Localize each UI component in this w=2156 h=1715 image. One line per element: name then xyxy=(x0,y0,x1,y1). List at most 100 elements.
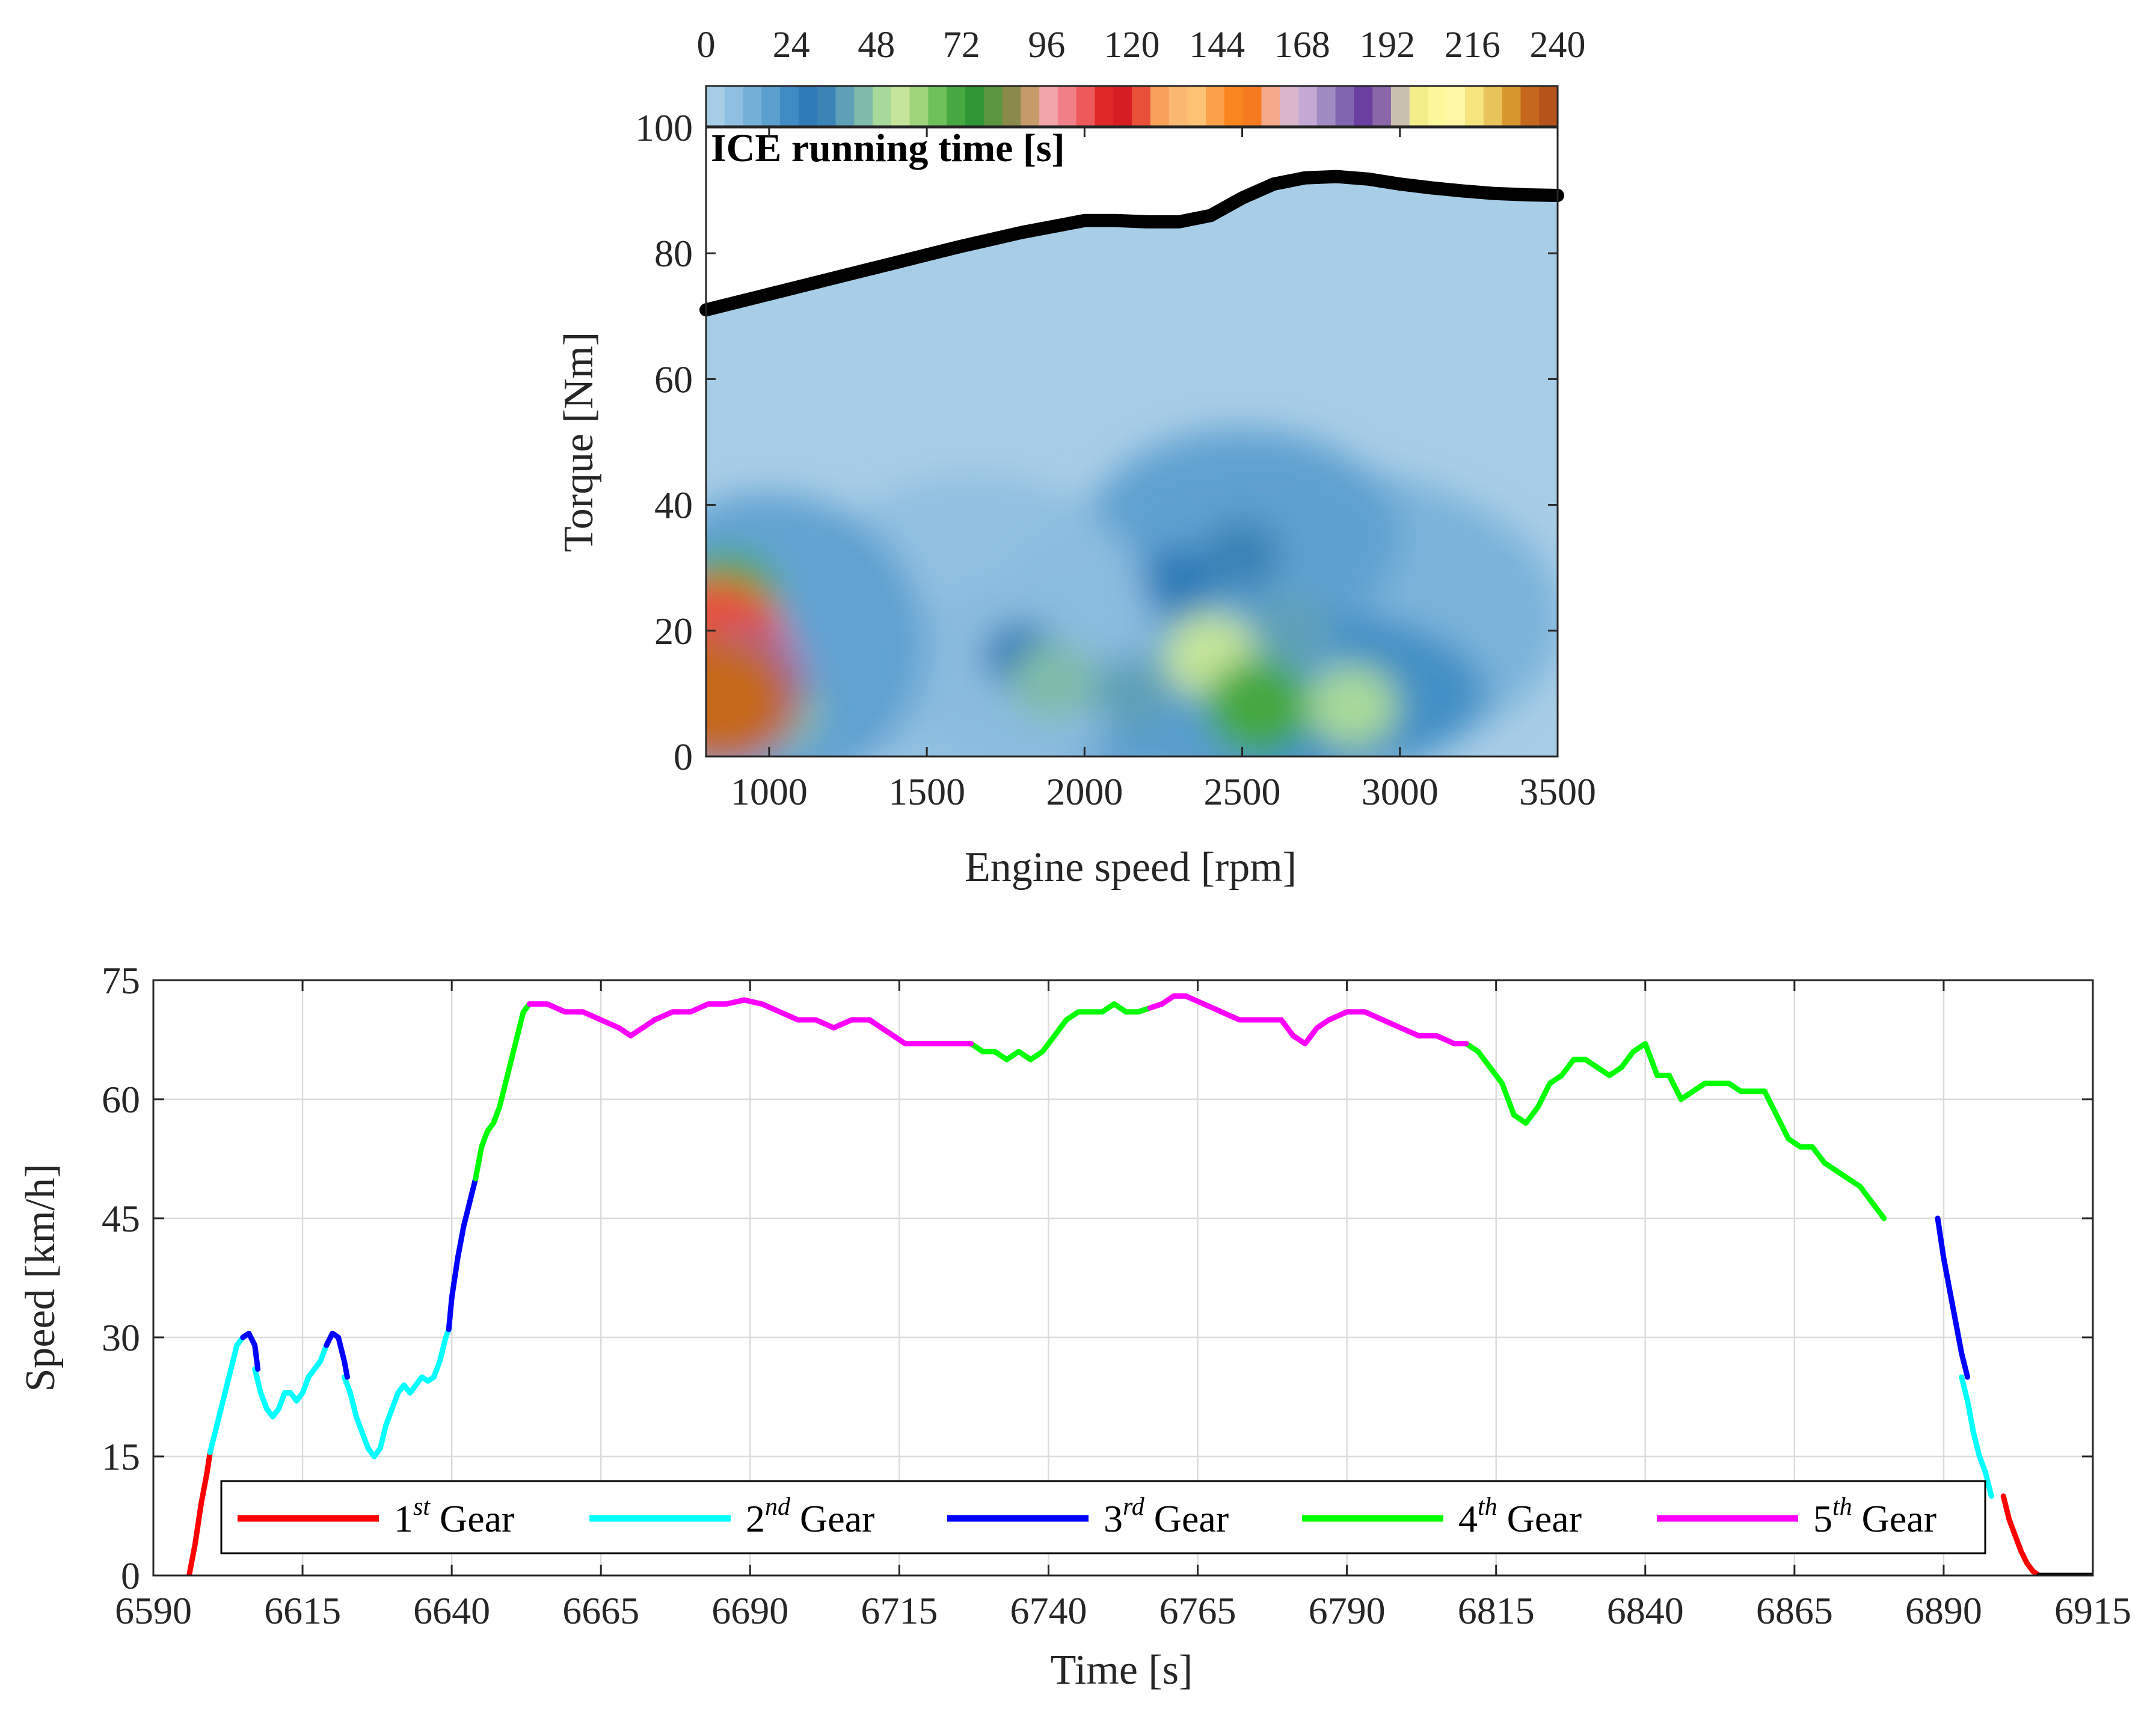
speed-x-tick-label: 6790 xyxy=(1309,1589,1386,1632)
legend-entry-label: 5th Gear xyxy=(1813,1493,1936,1540)
speed-x-tick-label: 6740 xyxy=(1010,1589,1087,1632)
colorbar-swatch xyxy=(1039,86,1058,126)
colorbar-swatch xyxy=(1076,86,1096,126)
speed-x-tick-label: 6890 xyxy=(1905,1589,1982,1632)
colorbar-swatch xyxy=(1446,86,1466,126)
colorbar-swatch xyxy=(724,86,744,126)
speed-y-tick-label: 75 xyxy=(102,959,140,1002)
colorbar-ticks: 0 24 48 72 96 120 144 168 192 216 240 xyxy=(697,25,1586,66)
heatmap-x-ticks: 1000 1500 2000 2500 3000 3500 xyxy=(731,127,1596,813)
speed-series-segment xyxy=(1935,1215,1971,1380)
colorbar-border xyxy=(705,85,1559,127)
heatmap-x-tick-label: 1500 xyxy=(888,770,965,813)
colorbar-tick-label: 96 xyxy=(1028,25,1065,66)
colorbar-swatch xyxy=(780,86,799,126)
speed-series-segment xyxy=(2000,1493,2042,1575)
heatmap-hotspot xyxy=(706,636,792,756)
speed-series-segment xyxy=(324,1330,350,1380)
speed-y-tick-label: 45 xyxy=(102,1197,140,1240)
heatmap-y-tick-label: 40 xyxy=(654,484,693,527)
colorbar-swatch xyxy=(817,86,837,126)
legend-entry-label: 3rd Gear xyxy=(1104,1493,1229,1540)
speed-series-segment xyxy=(342,1327,452,1459)
colorbar-swatch xyxy=(1150,86,1170,126)
speed-y-ticks: 0 15 30 45 60 75 xyxy=(102,959,2093,1597)
heatmap-y-tick-label: 100 xyxy=(635,106,693,149)
colorbar-swatch xyxy=(798,86,818,126)
speed-x-tick-label: 6665 xyxy=(562,1589,639,1632)
speed-x-tick-label: 6640 xyxy=(413,1589,490,1632)
colorbar-tick-label: 0 xyxy=(697,25,716,66)
heatmap-axes-box xyxy=(705,126,1559,758)
colorbar-tick-label: 240 xyxy=(1530,25,1586,66)
speed-series-segment xyxy=(1959,1374,1994,1499)
speed-x-ticks: 6590 6615 6640 6665 6690 6715 6740 6765 6790 6815… xyxy=(115,980,2131,1632)
speed-panel: 6590 6615 6640 6665 6690 6715 6740 6765 6790 6815… xyxy=(17,959,2131,1693)
colorbar-swatch xyxy=(928,86,947,126)
speed-x-tick-label: 6840 xyxy=(1607,1589,1684,1632)
speed-y-tick-label: 0 xyxy=(121,1554,140,1597)
colorbar-swatch xyxy=(1095,86,1114,126)
colorbar-swatch xyxy=(891,86,911,126)
colorbar-tick-label: 144 xyxy=(1189,25,1245,66)
speed-series xyxy=(186,993,2093,1575)
heatmap-hotspots xyxy=(706,428,1558,756)
colorbar-swatch xyxy=(1409,86,1429,126)
colorbar-swatch xyxy=(1428,86,1447,126)
heatmap-field xyxy=(706,127,1558,756)
speed-x-tick-label: 6590 xyxy=(115,1589,192,1632)
colorbar-swatch xyxy=(1372,86,1392,126)
heatmap-x-tick-label: 3500 xyxy=(1519,770,1596,813)
colorbar-swatch xyxy=(1113,86,1132,126)
colorbar xyxy=(705,85,1559,127)
legend-entry-label: 2nd Gear xyxy=(746,1493,874,1540)
colorbar-swatch xyxy=(1224,86,1244,126)
heatmap-x-tick-label: 2500 xyxy=(1204,770,1281,813)
legend-entry-label: 4th Gear xyxy=(1458,1493,1582,1540)
speed-x-label: Time [s] xyxy=(1051,1647,1193,1693)
max-torque-curve xyxy=(699,170,1564,317)
speed-y-tick-label: 60 xyxy=(102,1078,140,1121)
colorbar-tick-label: 72 xyxy=(943,25,980,66)
colorbar-swatch xyxy=(835,86,855,126)
colorbar-tick-label: 24 xyxy=(773,25,810,66)
speed-series-segment xyxy=(252,1342,330,1420)
colorbar-swatch xyxy=(706,86,725,126)
gear-legend: 1st Gear 2nd Gear 3rd Gear 4th Gear 5th Gear xyxy=(220,1480,1986,1554)
heatmap-hotspot xyxy=(1090,656,1173,731)
colorbar-swatch xyxy=(965,86,984,126)
heatmap-x-label: Engine speed [rpm] xyxy=(965,844,1297,891)
colorbar-swatch xyxy=(873,86,892,126)
speed-axes-box xyxy=(152,979,2094,1577)
colorbar-tick-label: 168 xyxy=(1274,25,1330,66)
speed-x-tick-label: 6815 xyxy=(1458,1589,1535,1632)
colorbar-swatch xyxy=(1539,86,1558,126)
colorbar-swatch xyxy=(1502,86,1522,126)
speed-x-tick-label: 6915 xyxy=(2054,1589,2131,1632)
colorbar-swatch xyxy=(1298,86,1318,126)
colorbar-swatch xyxy=(854,86,873,126)
heatmap-hotspot xyxy=(1203,520,1282,591)
speed-x-tick-label: 6715 xyxy=(861,1589,938,1632)
speed-x-tick-label: 6765 xyxy=(1159,1589,1236,1632)
colorbar-tick-label: 192 xyxy=(1359,25,1415,66)
speed-x-tick-label: 6615 xyxy=(264,1589,341,1632)
colorbar-swatch xyxy=(1520,86,1540,126)
heatmap-hotspot xyxy=(1307,665,1398,747)
speed-y-tick-label: 30 xyxy=(102,1316,140,1359)
colorbar-tick-label: 120 xyxy=(1104,25,1160,66)
heatmap-y-label: Torque [Nm] xyxy=(556,332,602,552)
speed-series-segment xyxy=(446,1176,479,1333)
colorbar-tick-label: 216 xyxy=(1445,25,1500,66)
heatmap-y-tick-label: 0 xyxy=(674,735,693,778)
colorbar-swatch xyxy=(1335,86,1354,126)
colorbar-swatch xyxy=(1390,86,1410,126)
heatmap-hotspot xyxy=(1010,642,1096,720)
heatmap-y-ticks: 0 20 40 60 80 100 xyxy=(635,106,1558,778)
colorbar-swatch xyxy=(1057,86,1077,126)
speed-series-segment xyxy=(473,1001,532,1182)
speed-series-segment xyxy=(968,1001,1153,1063)
colorbar-swatch xyxy=(1002,86,1021,126)
heatmap-panel: 0 24 48 72 96 120 144 168 192 216 240 ICE running … xyxy=(556,25,1596,891)
